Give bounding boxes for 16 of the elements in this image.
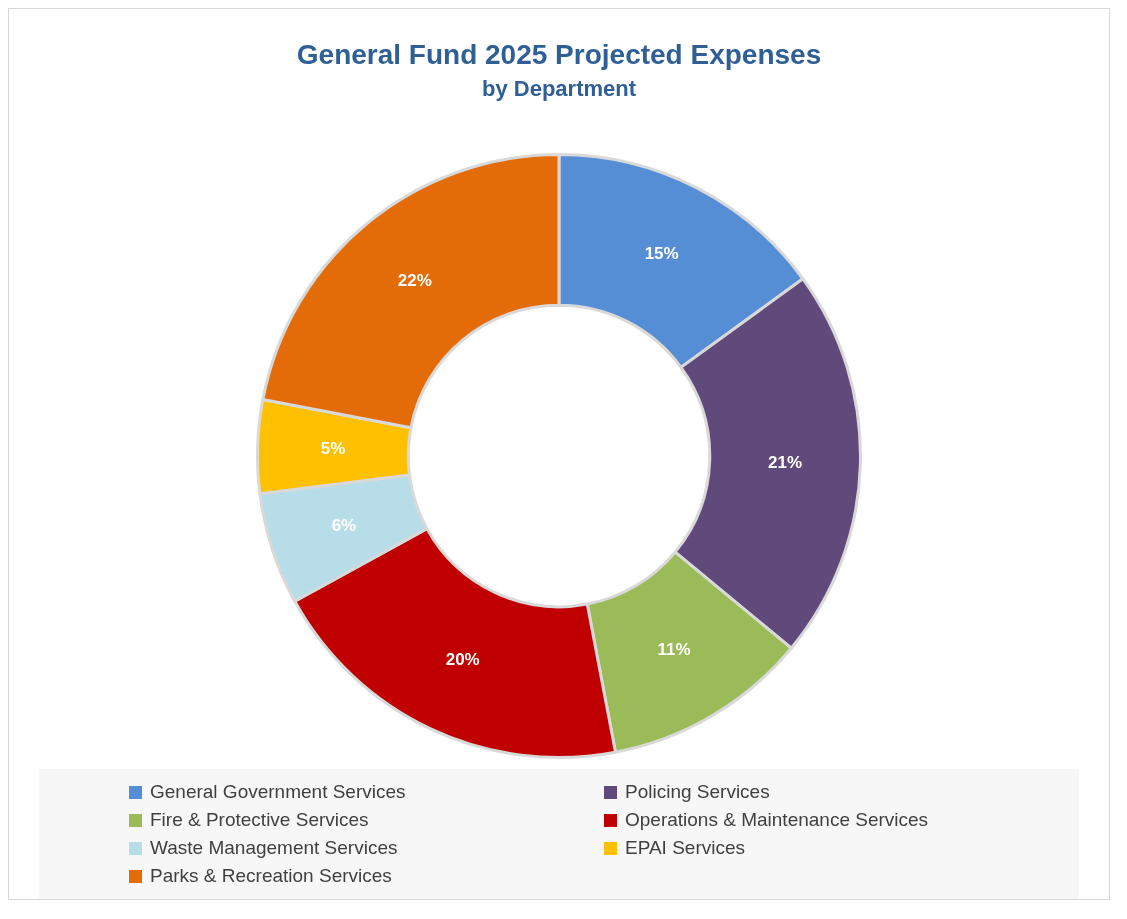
data-label: 20% — [445, 650, 480, 670]
legend-label: EPAI Services — [625, 837, 746, 859]
chart-subtitle: by Department — [481, 75, 637, 101]
legend-label: Parks & Recreation Services — [150, 865, 392, 887]
data-label: 5% — [320, 438, 346, 458]
data-label: 21% — [768, 452, 803, 472]
data-label: 22% — [397, 271, 432, 291]
legend-label: Fire & Protective Services — [150, 809, 369, 831]
chart-title: General Fund 2025 Projected Expenses — [296, 38, 822, 70]
data-label: 15% — [644, 244, 679, 264]
legend-label: Waste Management Services — [150, 837, 398, 859]
legend-label: Policing Services — [625, 781, 770, 803]
data-label: 6% — [331, 515, 357, 535]
legend-label: General Government Services — [150, 781, 406, 803]
data-label: 11% — [657, 640, 691, 660]
legend-label: Operations & Maintenance Services — [625, 809, 929, 831]
